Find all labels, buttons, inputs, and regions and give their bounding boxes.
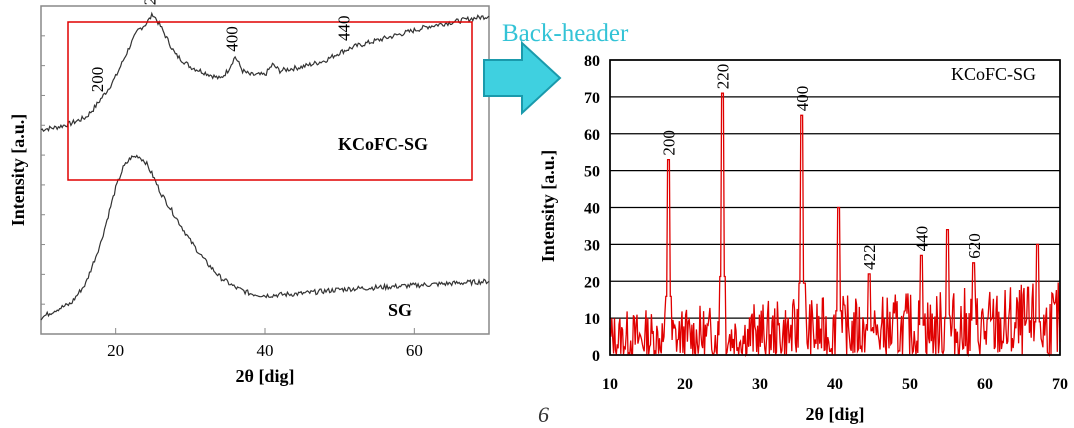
right-peak-label: 440 [912, 226, 931, 252]
right-x-tick-labels: 10 20 30 40 50 60 70 [602, 376, 1068, 393]
left-x-axis-label: 2θ [dig] [236, 366, 295, 386]
right-series-label: KCoFC-SG [951, 64, 1036, 84]
left-x-tick-label: 60 [406, 341, 423, 360]
left-series-label-sg: SG [388, 300, 412, 320]
right-x-tick-label: 70 [1052, 376, 1068, 393]
arrow-right-icon [483, 40, 562, 116]
left-plot-frame [40, 5, 490, 335]
right-plot-border [609, 59, 1061, 356]
right-grid [610, 96, 1060, 319]
right-peak-label: 620 [965, 233, 984, 259]
right-x-tick-label: 50 [902, 376, 918, 393]
left-y-ticks [41, 35, 45, 305]
left-peak-label: 220 [140, 0, 159, 5]
right-x-tick-label: 10 [602, 376, 618, 393]
left-series-label-kcofc: KCoFC-SG [338, 134, 428, 154]
right-x-tick-label: 40 [827, 376, 843, 393]
right-y-tick-label: 80 [584, 53, 600, 70]
left-series-group [40, 11, 490, 321]
left-series-sg-line [40, 154, 490, 321]
left-series-kcofc-line [40, 11, 490, 133]
left-x-ticks: 20 40 60 [107, 328, 423, 360]
right-y-tick-labels: 0 10 20 30 40 50 60 70 80 [584, 53, 600, 365]
right-y-tick-label: 0 [592, 348, 600, 365]
highlight-box [67, 21, 473, 181]
right-peak-label: 200 [660, 130, 679, 156]
right-y-tick-label: 20 [584, 274, 600, 291]
right-y-tick-label: 70 [584, 90, 600, 107]
right-y-tick-label: 50 [584, 164, 600, 181]
right-peak-labels: 200 220 400 422 440 620 [660, 64, 984, 270]
left-peak-label: 400 [222, 26, 241, 52]
right-y-axis-label: Intensity [a.u.] [538, 150, 558, 263]
left-chart: 20 40 60 200 220 400 440 KCoFC-SG SG 2θ [dig]… [8, 0, 490, 386]
right-peak-label: 220 [714, 64, 733, 90]
right-y-tick-label: 60 [584, 127, 600, 144]
right-x-axis-label: 2θ [dig] [806, 404, 865, 424]
right-x-tick-label: 60 [977, 376, 993, 393]
right-y-tick-label: 40 [584, 201, 600, 218]
back-header-label: Back-header [502, 20, 629, 47]
transition-arrow: Back-header [483, 20, 629, 116]
right-x-tick-label: 30 [752, 376, 768, 393]
left-x-tick-label: 20 [107, 341, 124, 360]
left-x-tick-label: 40 [257, 341, 274, 360]
left-peak-label: 200 [88, 67, 107, 93]
right-x-tick-label: 20 [677, 376, 693, 393]
page-number: 6 [538, 402, 549, 427]
right-peak-label: 422 [860, 244, 879, 270]
left-peak-labels: 200 220 400 440 [88, 0, 353, 92]
left-y-axis-label: Intensity [a.u.] [8, 114, 28, 227]
left-peak-label: 440 [334, 16, 353, 42]
right-peak-label: 400 [793, 86, 812, 112]
right-y-tick-label: 30 [584, 237, 600, 254]
right-y-tick-label: 10 [584, 311, 600, 328]
